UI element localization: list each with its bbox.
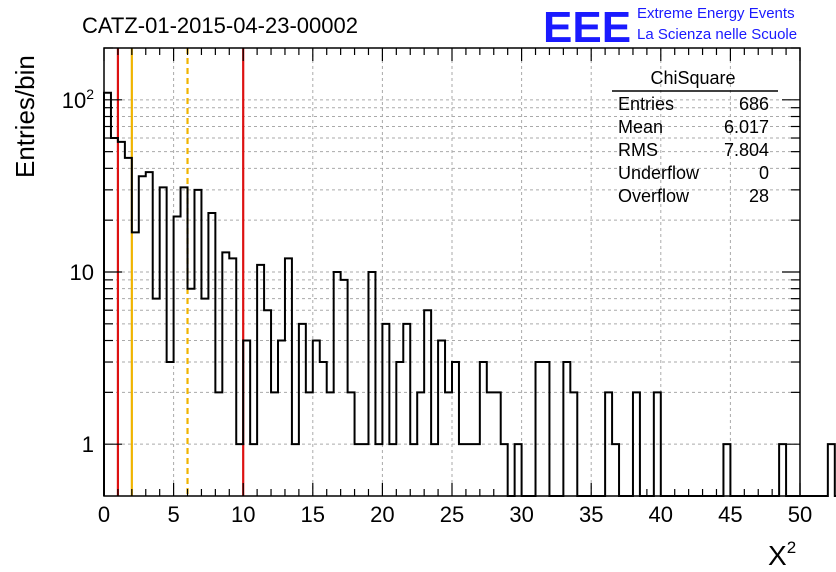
- logo-line-1: Extreme Energy Events: [637, 5, 795, 22]
- eee-logo: EEE Extreme Energy Events La Scienza nel…: [543, 3, 797, 52]
- x-tick-label: 30: [509, 502, 533, 527]
- y-tick-labels: 1 10 102: [62, 86, 94, 457]
- x-tick-label: 20: [370, 502, 394, 527]
- x-tick-label: 45: [718, 502, 742, 527]
- x-tick-label: 40: [649, 502, 673, 527]
- logo-letters: EEE: [543, 3, 631, 52]
- y-tick-label: 1: [82, 432, 94, 457]
- stats-label: Entries: [618, 94, 674, 114]
- x-tick-label: 10: [231, 502, 255, 527]
- stats-label: RMS: [618, 140, 658, 160]
- y-tick-label: 102: [62, 86, 94, 113]
- histogram-outline: [103, 91, 836, 497]
- stats-value: 686: [739, 94, 769, 114]
- stats-box: ChiSquare Entries 686 Mean 6.017 RMS 7.804 Und…: [612, 68, 778, 206]
- stats-label: Mean: [618, 117, 663, 137]
- y-axis-label: Entries/bin: [10, 55, 40, 178]
- x-tick-label: 15: [301, 502, 325, 527]
- stats-label: Underflow: [618, 163, 700, 183]
- logo-line-2: La Scienza nelle Scuole: [637, 26, 797, 43]
- x-tick-label: 5: [167, 502, 179, 527]
- x-axis-label-base: X: [768, 540, 787, 571]
- stats-label: Overflow: [618, 186, 690, 206]
- x-tick-label: 35: [579, 502, 603, 527]
- stats-rows: Entries 686 Mean 6.017 RMS 7.804 Underflow 0 Ove…: [618, 94, 769, 206]
- y-tick-label: 10: [70, 260, 94, 285]
- stats-value: 6.017: [724, 117, 769, 137]
- chart-title: CATZ-01-2015-04-23-00002: [82, 13, 358, 38]
- stats-value: 0: [759, 163, 769, 183]
- x-tick-label: 0: [98, 502, 110, 527]
- stats-value: 28: [749, 186, 769, 206]
- stats-value: 7.804: [724, 140, 769, 160]
- axis-ticks: [103, 47, 801, 496]
- x-axis-label-superscript: 2: [787, 538, 796, 557]
- x-tick-label: 25: [440, 502, 464, 527]
- x-axis-label: X2: [768, 538, 796, 571]
- stats-title: ChiSquare: [650, 68, 735, 88]
- x-tick-label: 50: [788, 502, 812, 527]
- x-tick-labels: 0 5 10 15 20 25 30 35 40 45 50: [98, 502, 812, 527]
